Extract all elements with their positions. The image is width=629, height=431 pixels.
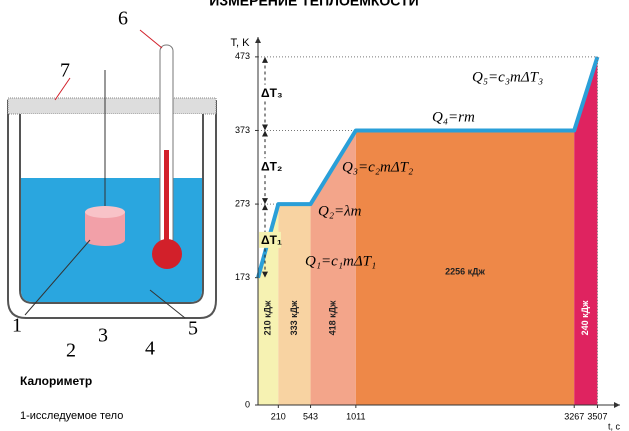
part-number: 5 [188, 318, 198, 340]
region-label: 2256 кДж [445, 266, 485, 276]
formula: Q₂=λm [318, 203, 362, 219]
x-axis-label: t, c [608, 421, 621, 431]
region-label: 240 кДж [580, 300, 590, 335]
region-label: 333 кДж [289, 300, 299, 335]
part-number: 4 [145, 338, 155, 360]
formula: Q₁=c₁mΔT₁ [305, 253, 376, 269]
part-number: 1 [12, 315, 22, 337]
x-tick-label: 3267 [564, 411, 584, 421]
lid [8, 98, 216, 114]
part-number: 6 [118, 8, 128, 30]
y-tick-label: 0 [245, 399, 250, 409]
y-tick-label: 373 [235, 125, 250, 135]
part-number: 2 [66, 340, 76, 362]
region [574, 57, 597, 405]
bulb [152, 239, 182, 269]
y-tick-label: 173 [235, 272, 250, 282]
interval-label: ΔT₁ [261, 233, 282, 247]
y-axis-label: T, K [231, 37, 251, 49]
mercury [164, 150, 169, 245]
y-tick-label: 473 [235, 51, 250, 61]
legend-item: 1-исследуемое тело [20, 410, 123, 422]
figure: ИЗМЕРЕНИЕ ТЕПЛОЕМКОСТИ 6 7 1 2 3 4 5 Кал… [0, 0, 629, 431]
formula: Q₃=c₂mΔT₂ [342, 159, 413, 175]
caption: Калориметр [20, 374, 92, 388]
part-number: 3 [98, 325, 108, 347]
interval-label: ΔT₃ [261, 86, 283, 100]
body [85, 206, 125, 218]
formula: Q₅=c₃mΔT₃ [472, 69, 543, 85]
region-label: 210 кДж [263, 300, 273, 335]
y-tick-label: 273 [235, 198, 250, 208]
formula: Q₄=rm [432, 109, 475, 125]
calorimeter: 6 7 1 2 3 4 5 Калориметр 1-исследуемое т… [8, 8, 216, 422]
x-tick-label: 3507 [587, 411, 607, 421]
x-tick-label: 210 [271, 411, 286, 421]
interval-label: ΔT₂ [261, 159, 282, 173]
title: ИЗМЕРЕНИЕ ТЕПЛОЕМКОСТИ [209, 0, 418, 9]
region-label: 418 кДж [328, 300, 338, 335]
part-number: 7 [60, 60, 70, 82]
x-tick-label: 1011 [346, 411, 365, 421]
x-tick-label: 543 [303, 411, 318, 421]
leader [140, 30, 162, 48]
